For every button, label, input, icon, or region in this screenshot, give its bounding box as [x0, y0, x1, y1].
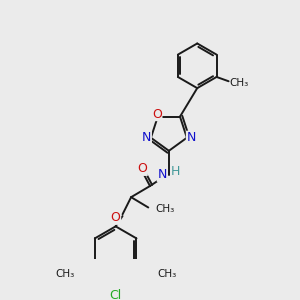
- Text: CH₃: CH₃: [230, 78, 249, 88]
- Text: CH₃: CH₃: [55, 268, 74, 279]
- Text: O: O: [152, 108, 162, 121]
- Text: N: N: [157, 168, 167, 181]
- Text: N: N: [187, 131, 196, 144]
- Text: CH₃: CH₃: [157, 268, 176, 279]
- Text: O: O: [111, 211, 121, 224]
- Text: H: H: [171, 165, 180, 178]
- Text: CH₃: CH₃: [155, 204, 174, 214]
- Text: Cl: Cl: [110, 290, 122, 300]
- Text: N: N: [142, 131, 151, 144]
- Text: O: O: [137, 162, 147, 175]
